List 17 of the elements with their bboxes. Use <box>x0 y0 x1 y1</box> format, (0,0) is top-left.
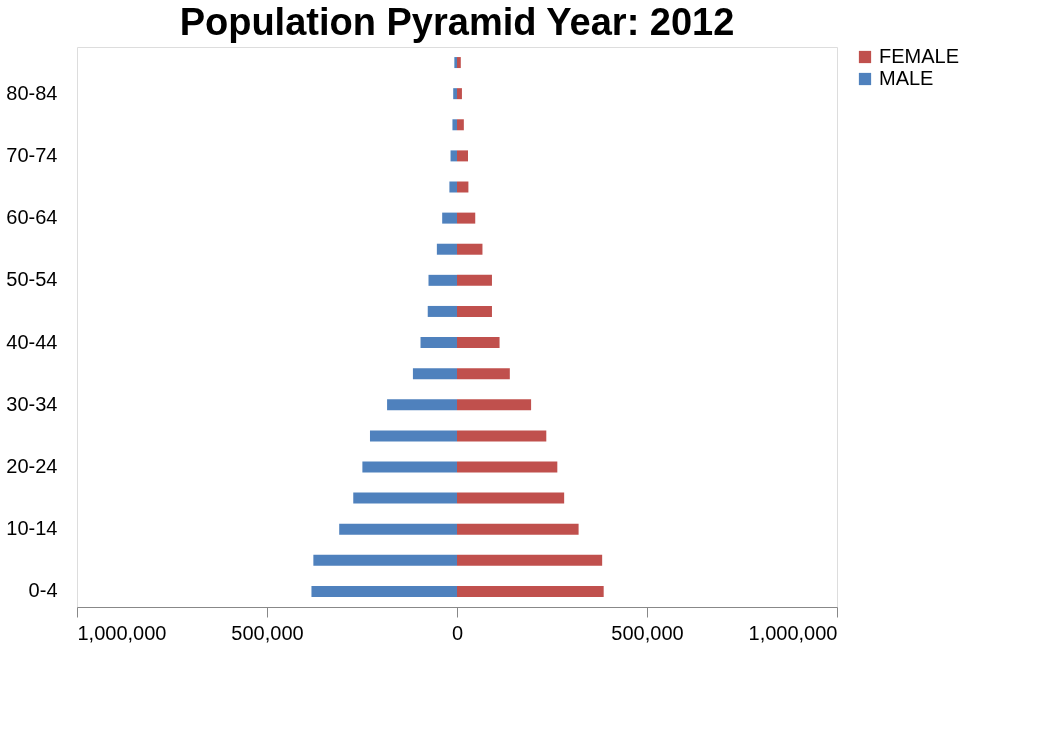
y-tick-label: 80-84 <box>6 81 58 104</box>
x-tick-label: 1,000,000 <box>77 621 167 644</box>
y-tick-label: 40-44 <box>6 330 58 353</box>
y-tick-label: 50-54 <box>6 268 58 291</box>
legend-label: FEMALE <box>879 45 960 67</box>
x-tick-label: 1,000,000 <box>748 621 838 644</box>
legend-label: MALE <box>879 67 934 89</box>
y-tick-label: 70-74 <box>6 143 58 166</box>
y-tick-label: 30-34 <box>6 392 58 415</box>
y-tick-label: 60-64 <box>6 206 58 229</box>
x-tick-label: 0 <box>451 621 464 644</box>
chart-title: Population Pyramid Year: 2012 <box>179 1 735 43</box>
y-tick-label: 10-14 <box>6 517 58 540</box>
x-tick-label: 500,000 <box>231 621 304 644</box>
x-tick-label: 500,000 <box>611 621 684 644</box>
y-tick-label: 0-4 <box>28 579 58 602</box>
y-tick-label: 20-24 <box>6 455 58 477</box>
